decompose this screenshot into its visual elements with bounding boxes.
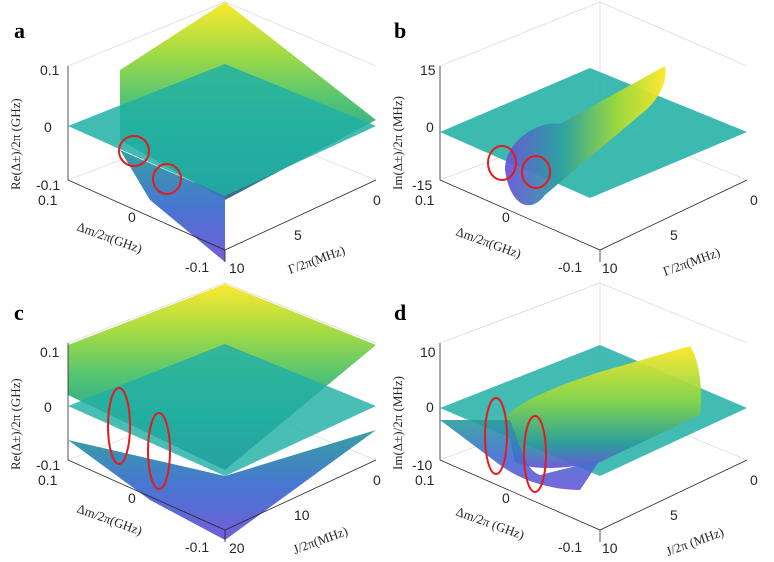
panel-c-xtick-2: 0: [128, 490, 136, 506]
panel-b-xtick-3: -0.1: [558, 259, 582, 275]
panel-a-ytick-2: 5: [294, 227, 302, 243]
panel-d-ytick-2: 5: [670, 507, 678, 523]
panel-c-ytick-3: 0: [373, 472, 381, 488]
panel-b-xtick-2: 0: [502, 209, 510, 225]
panel-c-axes: [67, 343, 377, 542]
panel-a-xtick-1: 0.1: [38, 192, 58, 208]
panel-c-ytick-2: 10: [294, 507, 310, 523]
panel-c-xlabel: Δm/2π(GHz): [75, 501, 144, 538]
panel-a-ztick-mid: 0: [44, 119, 52, 135]
panel-a-ylabel: Γ/2π(MHz): [286, 242, 347, 276]
panel-c: c 0.1 0 -0.1 Re(Δ±)/2π (GHz) 0.1 0 -0.1 …: [8, 282, 381, 557]
panel-d-trough: [440, 420, 600, 490]
panel-d-letter: d: [394, 300, 406, 325]
panel-c-ztick-bottom: -0.1: [36, 457, 60, 473]
panel-c-ztick-top: 0.1: [40, 344, 60, 360]
panel-d-ztick-bottom: -10: [412, 457, 432, 473]
panel-d-ztick-top: 10: [420, 344, 436, 360]
panel-d-ytick-1: 10: [602, 540, 618, 556]
panel-c-lower-surface: [68, 430, 376, 540]
panel-d-xtick-3: -0.1: [558, 539, 582, 555]
panel-a: a 0.1 0 -0.1 Re(Δ±)/2π (GHz) 0.1 0 -0.1 …: [8, 1, 381, 277]
panel-b-ytick-3: 0: [750, 192, 758, 208]
panel-a-marker-1: [118, 135, 150, 167]
panel-a-ztick-bottom: -0.1: [36, 177, 60, 193]
panel-a-axes: [67, 66, 377, 262]
panel-d-xtick-2: 0: [502, 490, 510, 506]
panel-b-ztick-mid: 0: [426, 119, 434, 135]
panel-a-lower-surface: [120, 150, 225, 262]
panel-d-xtick-1: 0.1: [415, 472, 435, 488]
panel-b-marker-2: [521, 155, 551, 189]
panel-b-axes: [439, 66, 748, 262]
panel-a-xtick-2: 0: [128, 209, 136, 225]
panel-a-ytick-3: 0: [373, 192, 381, 208]
panel-d-marker-1: [484, 397, 508, 475]
panel-b-cone: [505, 66, 666, 206]
panel-c-ztick-mid: 0: [44, 399, 52, 415]
panel-c-ylabel: J/2π(MHz): [291, 523, 350, 557]
panel-d-ridge: [505, 346, 702, 468]
panel-c-marker-2: [147, 412, 171, 490]
panel-c-letter: c: [14, 300, 24, 325]
panel-d-ytick-3: 0: [750, 472, 758, 488]
panel-c-marker-1: [107, 387, 131, 465]
panel-d-marker-2: [523, 415, 547, 493]
panel-c-zero-plane: [68, 344, 376, 476]
panel-d-xlabel: Δm/2π (GHz): [454, 504, 526, 543]
panel-a-zlabel: Re(Δ±)/2π (GHz): [8, 98, 23, 190]
panel-d: d 10 0 -10 Im(Δ±)/2π (MHz) 0.1 0 -0.1 Δm…: [390, 282, 758, 559]
panel-b: b 15 0 -15 Im(Δ±)/2π (MHz) 0.1 0 -0.1 Δm…: [390, 1, 758, 279]
panel-a-ytick-1: 10: [229, 260, 245, 276]
panel-a-ztick-top: 0.1: [40, 62, 60, 78]
panel-b-ylabel: Γ/2π(MHz): [661, 244, 722, 278]
panel-a-xtick-3: -0.1: [185, 259, 209, 275]
panel-d-axes: [439, 343, 748, 542]
panel-b-ytick-1: 10: [602, 260, 618, 276]
panel-b-marker-1: [487, 145, 517, 181]
panel-b-ztick-bottom: -15: [412, 177, 432, 193]
panel-d-ztick-mid: 0: [426, 399, 434, 415]
panel-c-ytick-1: 20: [229, 540, 245, 556]
panel-c-zlabel: Re(Δ±)/2π (GHz): [8, 378, 23, 470]
panel-a-zero-plane: [68, 64, 376, 196]
panel-b-letter: b: [394, 18, 406, 43]
panel-b-zlabel: Im(Δ±)/2π (MHz): [390, 96, 405, 190]
panel-a-letter: a: [14, 18, 25, 43]
panel-a-marker-2: [152, 163, 182, 195]
panel-d-ylabel: J/2π (MHz): [664, 524, 726, 559]
panel-b-xtick-1: 0.1: [415, 192, 435, 208]
panel-b-ytick-2: 5: [670, 227, 678, 243]
panel-b-xlabel: Δm/2π(GHz): [454, 224, 523, 261]
panel-c-xtick-3: -0.1: [185, 539, 209, 555]
panel-d-zlabel: Im(Δ±)/2π (MHz): [390, 376, 405, 470]
panel-c-xtick-1: 0.1: [38, 472, 58, 488]
panel-b-ztick-top: 15: [420, 62, 436, 78]
